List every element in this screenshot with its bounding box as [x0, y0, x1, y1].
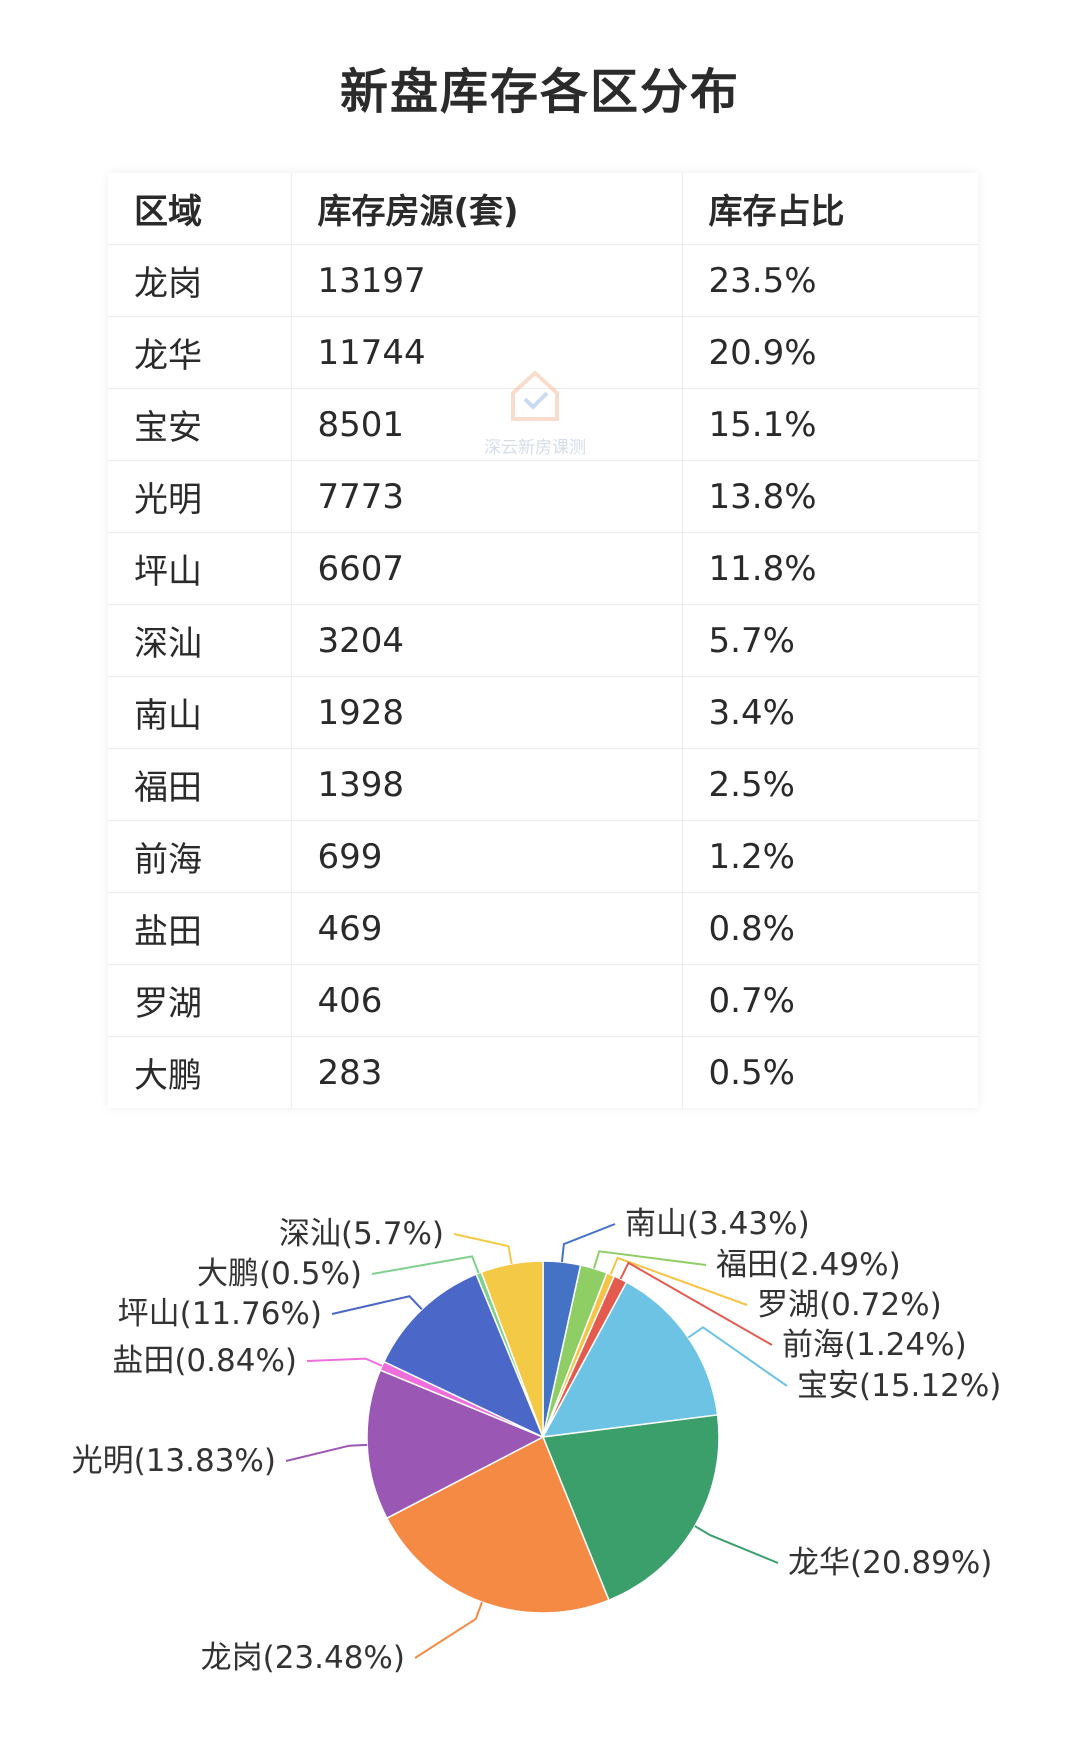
- cell-district: 南山: [108, 676, 292, 749]
- table-row: 大鹏 283 0.5%: [108, 1036, 978, 1108]
- leader-line-深汕: [453, 1233, 513, 1264]
- cell-share: 0.5%: [708, 1052, 795, 1093]
- cell-district: 罗湖: [108, 964, 292, 1037]
- pie-slice-宝安: [541, 1281, 719, 1438]
- cell-district: 坪山: [108, 532, 292, 605]
- page-title: 新盘库存各区分布: [339, 64, 740, 120]
- cell-district: 龙岗: [108, 244, 292, 317]
- cell-inventory: 8501: [291, 388, 683, 461]
- pie-label-深汕: 深汕(5.7%): [279, 1216, 444, 1252]
- table-row: 深汕 3204 5.7%: [108, 604, 978, 677]
- table-row: 龙岗 13197 23.5%: [108, 244, 978, 317]
- pie-label-龙华: 龙华(20.89%): [788, 1545, 992, 1581]
- cell-district: 宝安: [108, 388, 292, 461]
- cell-share: 15.1%: [682, 388, 978, 461]
- cell-inventory: 1928: [291, 676, 683, 749]
- pie-slice-龙岗: [385, 1435, 610, 1614]
- cell-share: 2.5%: [682, 748, 978, 821]
- cell-district: 深汕: [108, 604, 292, 677]
- leader-line-龙岗: [414, 1601, 483, 1659]
- pie-label-盐田: 盐田(0.84%): [112, 1343, 297, 1379]
- leader-line-盐田: [306, 1357, 383, 1367]
- cell-share: 11.8%: [682, 532, 978, 605]
- cell-inventory: 7773: [291, 460, 683, 533]
- header-district: 区域: [108, 173, 292, 245]
- cell-inventory: 3204: [291, 604, 683, 677]
- cell-inventory: 13197: [291, 244, 683, 317]
- table-row: 宝安 8501 15.1%: [108, 388, 978, 461]
- leader-line-罗湖: [609, 1256, 748, 1306]
- pie-label-罗湖: 罗湖(0.72%): [757, 1287, 942, 1323]
- watermark-text: 深云新房课测: [484, 438, 586, 458]
- header-share: 库存占比: [682, 173, 978, 245]
- cell-inventory: 406: [291, 964, 683, 1037]
- pie-label-坪山: 坪山(11.76%): [118, 1296, 322, 1332]
- table-row: 光明 7773 13.8%: [108, 460, 978, 533]
- cell-share: 0.8%: [682, 892, 978, 965]
- table-header-row: 区域 库存房源(套) 库存占比: [108, 173, 978, 245]
- house-check-icon: [511, 370, 559, 421]
- cell-share: 13.8%: [682, 460, 978, 533]
- pie-label-宝安: 宝安(15.12%): [797, 1368, 1001, 1404]
- cell-district: 盐田: [108, 892, 292, 965]
- pie-chart: 南山(3.43%) 福田(2.49%) 罗湖(0.72%) 前海(1.24%) 宝安(1…: [72, 1206, 1002, 1676]
- cell-inventory: 283: [291, 1036, 683, 1108]
- cell-share: 20.9%: [682, 316, 978, 389]
- leader-line-坪山: [331, 1295, 423, 1315]
- pie-label-龙岗: 龙岗(23.48%): [201, 1640, 405, 1676]
- cell-share: 3.4%: [682, 676, 978, 749]
- cell-inventory: 11744: [291, 316, 683, 389]
- pie-label-福田: 福田(2.49%): [716, 1247, 901, 1283]
- cell-share: 1.2%: [682, 820, 978, 893]
- cell-share: 23.5%: [682, 244, 978, 317]
- cell-district: 光明: [108, 460, 292, 533]
- cell-share: 5.7%: [682, 604, 978, 677]
- cell-inventory: 1398: [291, 748, 683, 821]
- pie-slice-龙华: [541, 1414, 720, 1602]
- table-row: 坪山 6607 11.8%: [108, 532, 978, 605]
- cell-district: 福田: [108, 748, 292, 821]
- leader-line-宝安: [687, 1326, 788, 1387]
- table-body: 龙岗 13197 23.5% 龙华 11744 20.9% 宝安 8501 15.1% 光明 777…: [108, 244, 978, 1108]
- cell-share: 0.7%: [682, 964, 978, 1037]
- table-row: 盐田 469 0.8%: [108, 892, 978, 965]
- cell-district: 前海: [108, 820, 292, 893]
- inventory-table: 区域 库存房源(套) 库存占比 龙岗 13197 23.5% 龙华 11744 20.9%…: [108, 173, 978, 1108]
- header-inventory: 库存房源(套): [291, 173, 683, 245]
- table-row: 罗湖 406 0.7%: [108, 964, 978, 1037]
- pie-label-南山: 南山(3.43%): [625, 1206, 810, 1242]
- watermark: 深云新房课测: [470, 365, 600, 475]
- cell-inventory: 6607: [291, 532, 683, 605]
- cell-inventory: 699: [291, 820, 683, 893]
- leader-line-前海: [619, 1261, 773, 1346]
- leader-line-龙华: [694, 1525, 779, 1564]
- pie-slice-深汕: [480, 1260, 544, 1438]
- pie-label-光明: 光明(13.83%): [72, 1443, 276, 1479]
- leader-line-南山: [560, 1223, 616, 1263]
- table-row: 龙华 11744 20.9%: [108, 316, 978, 389]
- table-row: 南山 1928 3.4%: [108, 676, 978, 749]
- cell-inventory: 469: [291, 892, 683, 965]
- cell-district: 大鹏: [108, 1036, 292, 1108]
- pie-label-大鹏: 大鹏(0.5%): [197, 1256, 362, 1292]
- table-row: 前海 699 1.2%: [108, 820, 978, 893]
- leader-line-光明: [285, 1443, 368, 1462]
- pie-label-前海: 前海(1.24%): [782, 1327, 967, 1363]
- table-row: 福田 1398 2.5%: [108, 748, 978, 821]
- inventory-table-grid: 区域 库存房源(套) 库存占比 龙岗 13197 23.5% 龙华 11744 20.9%…: [108, 173, 978, 1108]
- leader-line-福田: [593, 1250, 707, 1269]
- cell-district: 龙华: [108, 316, 292, 389]
- leader-line-大鹏: [371, 1255, 480, 1275]
